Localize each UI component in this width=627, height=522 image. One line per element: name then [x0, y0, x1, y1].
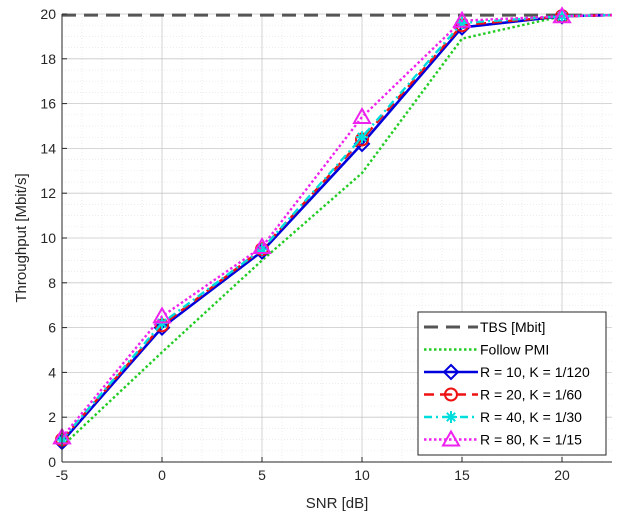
- legend-box: [417, 311, 607, 456]
- y-axis-label: Throughput [Mbit/s]: [13, 173, 30, 302]
- asterisk-marker: [356, 131, 368, 144]
- legend-entry: R = 20, K = 1/60: [424, 387, 582, 403]
- asterisk-marker: [456, 16, 468, 29]
- legend-label: R = 10, K = 1/120: [480, 364, 590, 380]
- legend-entry: R = 10, K = 1/120: [424, 363, 590, 381]
- triangle-marker: [252, 236, 272, 254]
- legend-label: Follow PMI: [480, 342, 549, 358]
- legend: TBS [Mbit] Follow PMI R = 10, K = 1/120 R =…: [417, 311, 607, 456]
- asterisk-marker: [445, 411, 457, 423]
- x-axis-label: SNR [dB]: [306, 495, 369, 512]
- triangle-marker: [452, 10, 472, 28]
- legend-label: R = 20, K = 1/60: [480, 387, 582, 403]
- y-tick-label: 14: [40, 140, 56, 156]
- legend-entry: R = 40, K = 1/30: [424, 409, 582, 425]
- x-tick-label: 0: [158, 467, 166, 483]
- series-line: [61, 13, 613, 439]
- y-tick-label: 6: [48, 320, 56, 336]
- asterisk-marker: [256, 243, 268, 256]
- x-tick-label: 5: [258, 467, 266, 483]
- circle-marker-dot: [449, 393, 453, 396]
- x-tick-label: 15: [454, 467, 470, 483]
- y-tick-label: 20: [40, 6, 56, 22]
- y-tick-label: 4: [48, 364, 56, 380]
- y-tick-label: 18: [40, 51, 56, 67]
- legend-label: R = 40, K = 1/30: [480, 409, 582, 425]
- triangle-marker: [352, 107, 372, 125]
- y-tick-label: 10: [40, 230, 56, 246]
- x-tick-label: 10: [354, 467, 370, 483]
- legend-label: R = 80, K = 1/15: [480, 432, 582, 448]
- series-layer: [52, 6, 613, 451]
- circle-marker: [444, 387, 458, 402]
- triangle-marker: [552, 6, 572, 24]
- x-tick-label: -5: [56, 467, 69, 483]
- triangle-marker: [441, 429, 461, 447]
- legend-entry: TBS [Mbit]: [424, 319, 545, 335]
- legend-label: TBS [Mbit]: [480, 319, 545, 335]
- y-tick-label: 0: [48, 454, 56, 470]
- diamond-marker: [153, 319, 171, 337]
- triangle-marker: [152, 306, 172, 324]
- diamond-marker: [442, 363, 460, 381]
- legend-entry: Follow PMI: [424, 342, 549, 358]
- x-tick-label: 20: [554, 467, 570, 483]
- y-tick-label: 16: [40, 96, 56, 112]
- y-tick-label: 12: [40, 185, 56, 201]
- legend-entry: R = 80, K = 1/15: [424, 429, 582, 448]
- y-tick-label: 2: [48, 409, 56, 425]
- y-tick-label: 8: [48, 275, 56, 291]
